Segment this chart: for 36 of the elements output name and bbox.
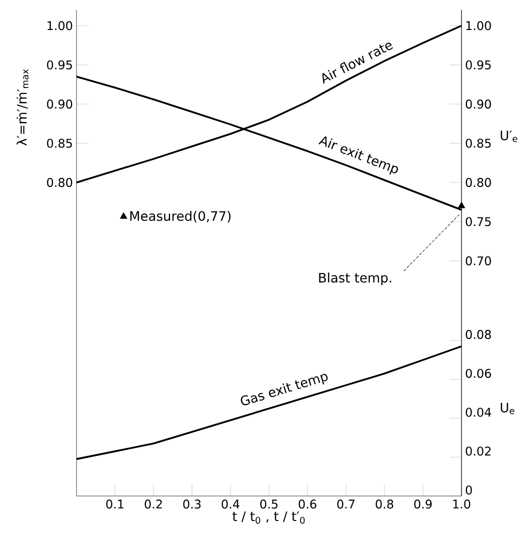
y3-tick-label: 0.06 [466,368,491,378]
y2-tick-label: 1.00 [466,21,491,30]
y-axis-title: λ′=ṁ′/ṁ′$_{max}$ [16,69,28,146]
text: Gas exit temp [240,374,328,406]
x-tick-label: 0.8 [376,500,394,509]
x-tick-label: 0.1 [106,500,124,509]
y2-tick-label: 0.70 [466,256,491,266]
x-tick-label: 1.0 [453,500,470,509]
x-tick-label: 0.3 [183,500,201,509]
y2-axis-title: U′$_{e}$ [500,130,518,142]
text: Air exit temp [318,136,398,175]
y3-tick-label: 0.02 [466,446,491,456]
x-axis-title: t / t$_{0}$ , t / t′$_{0}$ [232,511,305,524]
y-tick-label: 0.90 [47,100,72,109]
legend-label: Measured(0,77) [130,210,231,222]
y2-tick-label: 0.95 [466,60,491,70]
x-tick-label: 0.4 [222,500,240,509]
x-tick-label: 0.6 [298,500,316,509]
annotation: Blast temp. [319,272,392,286]
text: Air flow rate [322,42,393,84]
y-tick-label: 0.95 [47,60,72,70]
y-tick-label: 0.85 [47,138,72,148]
y2-tick-label: 0.85 [466,138,491,148]
y3-tick-label: 0.04 [466,408,492,417]
x-tick-label: 0.5 [260,500,278,509]
y2-tick-label: 0.80 [466,178,491,187]
y3-tick-label: 0.08 [466,330,491,340]
y3-axis-title: U$_{e}$ [500,402,514,414]
y2-tick-label: 0.90 [466,100,491,109]
y-tick-label: 1.00 [48,21,72,30]
y-tick-label: 0.80 [47,178,72,187]
y3-tick-label: 0 [466,485,472,495]
y2-tick-label: 0.75 [466,217,491,226]
x-tick-label: 0.7 [337,500,355,509]
x-tick-label: 0.2 [144,500,162,509]
x-tick-label: 0.9 [414,500,432,509]
